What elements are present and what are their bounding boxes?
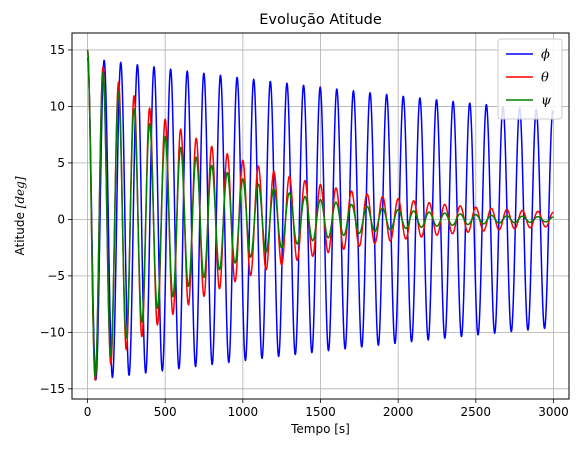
y-axis-label: Atitude [deg]	[13, 176, 27, 255]
y-axis-ticks: −15 −10 −5 0 5 10 15	[40, 43, 72, 396]
y-axis-label-prefix: Atitude	[13, 208, 27, 255]
series-line-1	[86, 57, 555, 381]
legend-label-2: θ	[541, 71, 549, 86]
y-tick-label: 15	[50, 43, 65, 57]
y-tick-label: 10	[50, 100, 65, 114]
x-tick-label: 3000	[538, 405, 569, 419]
x-tick-label: 2000	[383, 405, 414, 419]
y-tick-label: −5	[47, 269, 65, 283]
grid-lines	[72, 33, 569, 399]
y-axis-label-unit: [deg]	[13, 176, 27, 208]
legend: ϕθψ	[497, 38, 563, 120]
chart-title: Evolução Atitude	[259, 12, 382, 28]
y-tick-label: −15	[40, 382, 65, 396]
series-layer	[86, 49, 555, 381]
x-tick-label: 1500	[305, 405, 336, 419]
y-tick-label: 5	[57, 156, 65, 170]
x-axis-ticks: 0 500 1000 1500 2000 2500 3000	[84, 399, 569, 419]
x-tick-label: 500	[154, 405, 177, 419]
x-tick-label: 2500	[461, 405, 492, 419]
series-line-2	[86, 49, 554, 381]
y-tick-label: 0	[57, 213, 65, 227]
series-line-3	[86, 49, 554, 378]
legend-label-3: ψ	[541, 94, 552, 109]
legend-label-1: ϕ	[541, 48, 550, 63]
legend-box	[497, 38, 563, 120]
x-tick-label: 1000	[228, 405, 259, 419]
y-tick-label: −10	[40, 326, 65, 340]
x-tick-label: 0	[84, 405, 92, 419]
x-axis-label: Tempo [s]	[290, 422, 350, 436]
